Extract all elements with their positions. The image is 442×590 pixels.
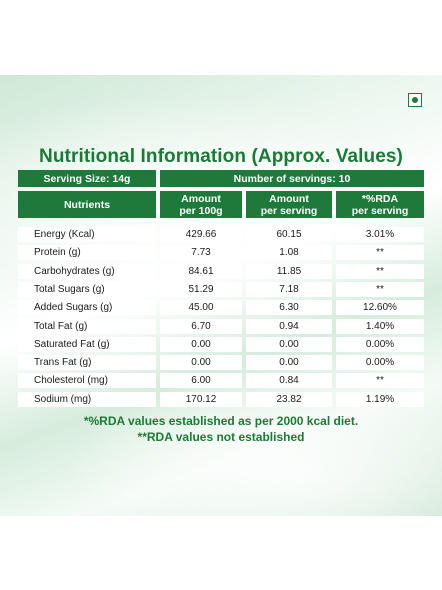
table-cell-amount-per-serving: 0.00 (246, 337, 332, 352)
serving-size-label: Serving Size: 14g (18, 170, 156, 187)
table-cell-rda-per-serving: 3.01% (336, 227, 424, 242)
table-cell-amount-per-100g: 429.66 (160, 227, 242, 242)
table-cell-amount-per-100g: 7.73 (160, 245, 242, 260)
table-cell-amount-per-serving: 60.15 (246, 227, 332, 242)
table-cell-rda-per-serving: 0.00% (336, 337, 424, 352)
table-cell-rda-per-serving: ** (336, 282, 424, 297)
table-cell-amount-per-100g: 45.00 (160, 300, 242, 315)
table-cell-amount-per-serving: 7.18 (246, 282, 332, 297)
table-cell-amount-per-serving: 0.84 (246, 373, 332, 388)
table-cell-amount-per-serving: 23.82 (246, 392, 332, 407)
table-cell-nutrient-name: Energy (Kcal) (18, 227, 156, 242)
header-amount-per-100g: Amount per 100g (160, 191, 242, 218)
veg-dot (411, 96, 418, 103)
table-cell-nutrient-name: Added Sugars (g) (18, 300, 156, 315)
table-cell-amount-per-100g: 0.00 (160, 337, 242, 352)
header-amount-per-serving: Amount per serving (246, 191, 332, 218)
page-title: Nutritional Information (Approx. Values) (39, 146, 403, 167)
table-cell-nutrient-name: Saturated Fat (g) (18, 337, 156, 352)
table-cell-amount-per-100g: 170.12 (160, 392, 242, 407)
table-cell-nutrient-name: Protein (g) (18, 245, 156, 260)
table-cell-amount-per-serving: 6.30 (246, 300, 332, 315)
footnote-rda: *%RDA values established as per 2000 kca… (83, 414, 359, 428)
table-cell-amount-per-100g: 0.00 (160, 355, 242, 370)
table-cell-amount-per-serving: 11.85 (246, 264, 332, 279)
table-cell-amount-per-100g: 6.70 (160, 319, 242, 334)
footnote-not-established: **RDA values not established (137, 430, 305, 444)
table-cell-nutrient-name: Cholesterol (mg) (18, 373, 156, 388)
table-cell-rda-per-serving: 1.19% (336, 392, 424, 407)
header-rda-per-serving: *%RDA per serving (336, 191, 424, 218)
veg-symbol-icon (408, 93, 422, 107)
table-cell-amount-per-serving: 0.94 (246, 319, 332, 334)
table-cell-amount-per-100g: 51.29 (160, 282, 242, 297)
table-cell-rda-per-serving: 12.60% (336, 300, 424, 315)
table-cell-nutrient-name: Total Sugars (g) (18, 282, 156, 297)
table-cell-rda-per-serving: ** (336, 373, 424, 388)
table-cell-rda-per-serving: 0.00% (336, 355, 424, 370)
table-cell-nutrient-name: Total Fat (g) (18, 319, 156, 334)
table-cell-nutrient-name: Trans Fat (g) (18, 355, 156, 370)
table-cell-amount-per-serving: 0.00 (246, 355, 332, 370)
table-cell-rda-per-serving: ** (336, 245, 424, 260)
header-nutrients: Nutrients (18, 191, 156, 218)
table-cell-nutrient-name: Sodium (mg) (18, 392, 156, 407)
table-cell-rda-per-serving: ** (336, 264, 424, 279)
table-cell-nutrient-name: Carbohydrates (g) (18, 264, 156, 279)
table-cell-amount-per-100g: 6.00 (160, 373, 242, 388)
table-cell-amount-per-100g: 84.61 (160, 264, 242, 279)
table-cell-amount-per-serving: 1.08 (246, 245, 332, 260)
number-of-servings-label: Number of servings: 10 (160, 170, 424, 187)
table-cell-rda-per-serving: 1.40% (336, 319, 424, 334)
